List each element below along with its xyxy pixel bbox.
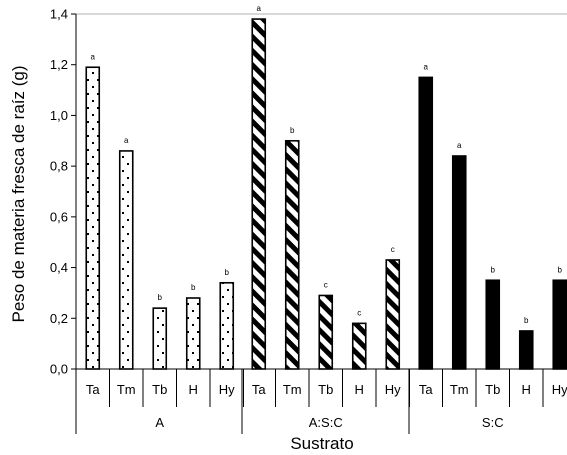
x-group-label: A <box>155 415 164 430</box>
x-category-label: Tm <box>117 382 136 397</box>
bar-ASC-Tm <box>284 139 300 370</box>
y-tick-label: 0,4 <box>50 260 68 275</box>
x-category-label: H <box>355 382 364 397</box>
x-group-label: S:C <box>482 415 504 430</box>
significance-letter: b <box>558 265 563 274</box>
y-tick-label: 1,0 <box>50 108 68 123</box>
bar-SC-Hy <box>552 279 567 370</box>
bar-SC-Tm <box>451 155 467 370</box>
y-tick-label: 1,4 <box>50 7 68 22</box>
bar-A-H <box>185 297 201 370</box>
y-tick-label: 0,0 <box>50 362 68 377</box>
significance-letter: b <box>158 293 163 302</box>
significance-letter: a <box>124 136 129 145</box>
x-group-label: A:S:C <box>309 415 343 430</box>
x-category-label: Tb <box>318 382 333 397</box>
x-category-label: Tm <box>450 382 469 397</box>
x-category-label: Tm <box>283 382 302 397</box>
significance-letter: b <box>191 283 196 292</box>
bar-ASC-Ta <box>251 18 267 370</box>
bar-ASC-H <box>351 322 367 370</box>
x-category-label: Ta <box>86 382 101 397</box>
y-tick-label: 1,2 <box>50 57 68 72</box>
x-category-label: Hy <box>219 382 235 397</box>
y-tick-label: 0,2 <box>50 311 68 326</box>
chart-labels: 0,0 0,2 0,4 0,6 0,8 1,0 1,2 1,4 a Ta a Tm b Tb b Hb Hy Aa… <box>9 4 567 453</box>
x-category-label: Tb <box>152 382 167 397</box>
significance-letter: b <box>491 265 496 274</box>
y-axis-title: Peso de materia fresca de raíz (g) <box>9 65 28 322</box>
significance-letter: b <box>225 268 230 277</box>
significance-letter: b <box>290 126 295 135</box>
bar-ASC-Hy <box>385 259 401 370</box>
bar-SC-Tb <box>485 279 501 370</box>
chart-bars <box>85 18 567 370</box>
bar-A-Ta <box>85 66 101 370</box>
x-category-label: Hy <box>385 382 401 397</box>
significance-letter: a <box>424 62 429 71</box>
bar-SC-H <box>518 330 534 370</box>
significance-letter: c <box>357 308 361 317</box>
x-category-label: H <box>189 382 198 397</box>
bar-ASC-Tb <box>318 294 334 370</box>
y-tick-label: 0,8 <box>50 159 68 174</box>
significance-letter: a <box>257 4 262 13</box>
bar-A-Tb <box>152 307 168 370</box>
significance-letter: a <box>457 141 462 150</box>
x-category-label: H <box>522 382 531 397</box>
x-axis-title: Sustrato <box>290 434 353 453</box>
x-category-label: Tb <box>485 382 500 397</box>
x-category-label: Hy <box>552 382 567 397</box>
bar-SC-Ta <box>418 76 434 370</box>
chart-axes <box>71 13 567 434</box>
significance-letter: b <box>524 316 529 325</box>
bar-A-Hy <box>219 281 235 370</box>
bar-A-Tm <box>118 150 134 370</box>
significance-letter: c <box>324 280 328 289</box>
x-category-label: Ta <box>252 382 267 397</box>
x-category-label: Ta <box>419 382 434 397</box>
y-tick-label: 0,6 <box>50 209 68 224</box>
significance-letter: c <box>391 245 395 254</box>
significance-letter: a <box>91 52 96 61</box>
